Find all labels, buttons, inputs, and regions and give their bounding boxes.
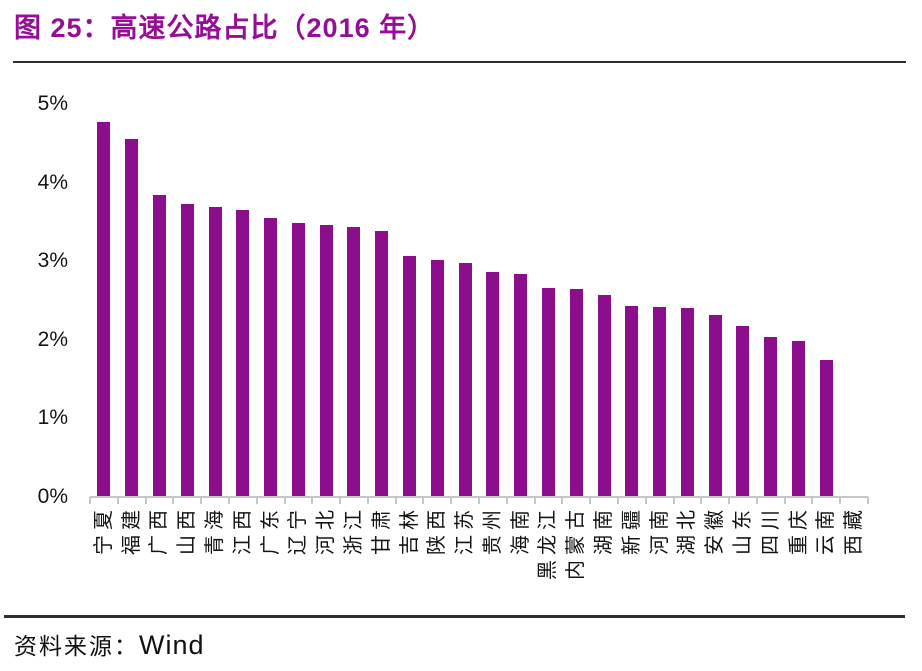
bar-四川 bbox=[764, 337, 778, 497]
x-axis-tick bbox=[227, 497, 230, 504]
x-axis-label-text: 江西 bbox=[231, 505, 254, 555]
bar-浙江 bbox=[347, 227, 361, 497]
highway-share-bar-chart: 0% 1% 2% 3% 4% 5% 宁夏 福建 广西 山西 青海 江西 广东 辽宁 河北 浙江 甘肃 吉林 陕西 江苏… bbox=[0, 64, 922, 614]
x-axis-tick bbox=[561, 497, 564, 504]
y-axis-tick-label: 1% bbox=[37, 406, 68, 430]
x-axis-label-text: 安徽 bbox=[704, 505, 727, 555]
x-axis-label-text: 福建 bbox=[120, 505, 143, 555]
x-axis-tick bbox=[867, 497, 869, 504]
x-axis-tick bbox=[339, 497, 342, 504]
x-axis-tick bbox=[616, 497, 619, 504]
source-note: 资料来源：Wind bbox=[14, 627, 205, 661]
x-axis-tick bbox=[422, 497, 425, 504]
figure-title: 图 25：高速公路占比（2016 年） bbox=[14, 13, 436, 43]
x-axis-label-text: 陕西 bbox=[426, 505, 449, 555]
x-axis-label-text: 湖南 bbox=[593, 505, 616, 555]
bar-江苏 bbox=[458, 262, 472, 497]
x-axis-tick bbox=[700, 497, 703, 504]
x-axis-label-text: 河南 bbox=[648, 505, 671, 555]
x-axis-label-text: 吉林 bbox=[398, 505, 421, 555]
x-axis-tick bbox=[478, 497, 480, 504]
bar-山东 bbox=[736, 326, 750, 497]
x-axis-label-text: 海南 bbox=[509, 505, 532, 555]
x-axis-tick bbox=[728, 497, 731, 504]
x-axis-tick bbox=[172, 497, 175, 504]
x-axis-tick bbox=[811, 497, 814, 504]
y-axis-tick-label: 3% bbox=[37, 249, 68, 273]
bar-安徽 bbox=[708, 315, 722, 497]
bar-山西 bbox=[180, 203, 194, 497]
x-axis-tick bbox=[450, 497, 453, 504]
x-axis-tick bbox=[116, 497, 119, 504]
bar-甘肃 bbox=[375, 230, 389, 497]
x-axis-label-text: 甘肃 bbox=[370, 505, 393, 555]
x-axis-label-text: 浙江 bbox=[342, 505, 365, 555]
x-axis-tick bbox=[783, 497, 786, 504]
bar-河北 bbox=[319, 225, 333, 497]
x-axis-label-text: 重庆 bbox=[787, 505, 810, 555]
x-axis-tick bbox=[283, 497, 286, 504]
x-axis-tick bbox=[394, 497, 397, 504]
x-axis-tick bbox=[644, 497, 647, 504]
x-axis-label-text: 广东 bbox=[259, 505, 282, 555]
x-axis-label-text: 辽宁 bbox=[287, 505, 310, 555]
bar-广西 bbox=[152, 195, 166, 497]
x-axis-tick bbox=[366, 497, 369, 504]
y-axis-tick-label: 4% bbox=[37, 170, 68, 194]
bar-陕西 bbox=[430, 259, 444, 497]
x-axis-tick bbox=[505, 497, 508, 504]
source-label: 资料来源： bbox=[14, 634, 139, 659]
x-axis-label-text: 贵州 bbox=[481, 505, 504, 555]
bar-广东 bbox=[264, 217, 278, 497]
bar-湖北 bbox=[680, 308, 694, 497]
x-axis-label-text: 青海 bbox=[204, 505, 227, 555]
y-axis-tick-label: 0% bbox=[37, 485, 68, 508]
bar-黑龙江 bbox=[541, 287, 555, 497]
x-axis-tick bbox=[255, 497, 258, 504]
y-axis-tick-label: 5% bbox=[37, 92, 68, 115]
x-axis-tick bbox=[672, 497, 675, 504]
bar-湖南 bbox=[597, 295, 611, 497]
x-axis-tick bbox=[589, 497, 592, 504]
bar-青海 bbox=[208, 206, 222, 497]
x-axis-tick bbox=[144, 497, 147, 504]
bar-新疆 bbox=[625, 306, 639, 497]
title-divider bbox=[13, 61, 906, 63]
x-axis-label-text: 广西 bbox=[148, 505, 171, 555]
x-axis-tick bbox=[755, 497, 758, 504]
bar-福建 bbox=[125, 139, 139, 497]
bar-内蒙古 bbox=[569, 288, 583, 497]
x-axis-label-text: 宁夏 bbox=[92, 505, 115, 555]
x-axis-label-text: 山东 bbox=[731, 505, 754, 555]
bar-贵州 bbox=[486, 272, 500, 497]
bar-重庆 bbox=[792, 341, 806, 497]
x-axis-label-text: 新疆 bbox=[620, 505, 643, 555]
bar-宁夏 bbox=[97, 122, 111, 497]
footer-divider bbox=[4, 615, 905, 618]
bar-河南 bbox=[653, 306, 667, 497]
bar-吉林 bbox=[403, 255, 417, 497]
source-name: Wind bbox=[139, 630, 205, 660]
x-axis-tick bbox=[89, 497, 91, 504]
bar-海南 bbox=[514, 273, 528, 497]
x-axis-label-text: 四川 bbox=[759, 505, 782, 555]
x-axis-label-text: 湖北 bbox=[676, 505, 699, 555]
x-axis-label-text: 江苏 bbox=[454, 505, 477, 555]
x-axis-label-text: 河北 bbox=[315, 505, 338, 555]
bar-云南 bbox=[819, 360, 833, 497]
bar-辽宁 bbox=[291, 222, 305, 497]
x-axis-tick bbox=[839, 497, 842, 504]
bar-江西 bbox=[236, 210, 250, 497]
x-axis-label-text: 黑龙江 bbox=[537, 505, 560, 580]
y-axis-tick-label: 2% bbox=[37, 327, 68, 351]
x-axis-tick bbox=[200, 497, 203, 504]
x-axis-label-text: 云南 bbox=[815, 505, 838, 555]
x-axis-tick bbox=[533, 497, 536, 504]
x-axis-label-text: 内蒙古 bbox=[565, 505, 588, 580]
x-axis-label-text: 山西 bbox=[176, 505, 199, 555]
x-axis-tick bbox=[311, 497, 314, 504]
x-axis-label-text: 西藏 bbox=[843, 505, 866, 555]
plot-area bbox=[90, 104, 868, 497]
